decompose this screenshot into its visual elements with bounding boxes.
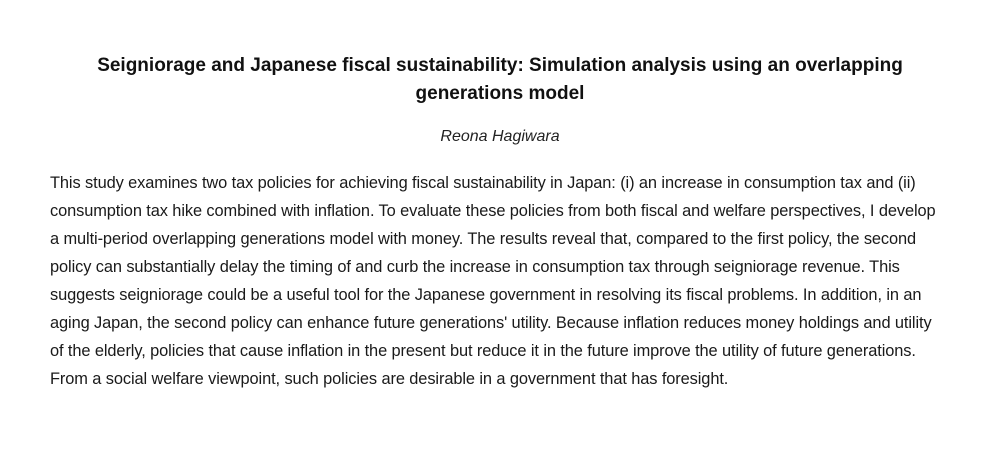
author-name: Reona Hagiwara (440, 128, 560, 145)
paper-title: Seigniorage and Japanese fiscal sustaina… (97, 55, 903, 104)
abstract-text: This study examines two tax policies for… (50, 174, 936, 388)
